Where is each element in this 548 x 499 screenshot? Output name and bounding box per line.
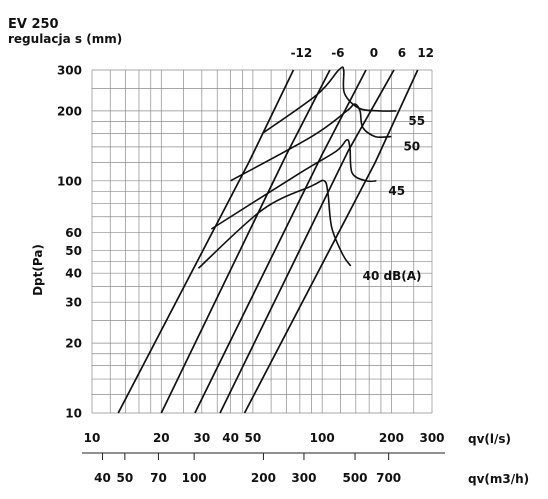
setting-label: 12 <box>417 46 434 60</box>
setting-line <box>194 69 367 414</box>
noise-curve <box>210 139 377 230</box>
setting-label: 0 <box>370 46 378 60</box>
x2-tick-label: 500 <box>342 471 367 485</box>
x2-tick-label: 300 <box>291 471 316 485</box>
y-tick-label: 50 <box>65 244 82 258</box>
x2-tick-label: 200 <box>251 471 276 485</box>
y-tick-label: 20 <box>65 337 82 351</box>
y-tick-label: 100 <box>57 174 82 188</box>
y-axis-label: Dpt(Pa) <box>31 244 45 296</box>
x-tick-label: 20 <box>153 431 170 445</box>
setting-label: -12 <box>291 46 313 60</box>
noise-curve <box>197 179 352 269</box>
setting-label: 6 <box>398 46 406 60</box>
noise-curve-label: 50 <box>403 140 420 154</box>
x-axis-label: qv(l/s) <box>468 432 511 446</box>
y-tick-label: 30 <box>65 296 82 310</box>
y-tick-label: 10 <box>65 407 82 421</box>
noise-curve-label: 55 <box>408 114 425 128</box>
setting-label: -6 <box>331 46 344 60</box>
chart-title: EV 250 <box>8 17 59 32</box>
x-tick-label: 50 <box>245 431 262 445</box>
setting-line <box>219 69 395 414</box>
x-tick-label: 40 <box>222 431 239 445</box>
chart-subtitle: regulacja s (mm) <box>8 32 122 46</box>
y-tick-label: 40 <box>65 267 82 281</box>
x-tick-label: 30 <box>193 431 210 445</box>
x2-tick-label: 70 <box>150 471 167 485</box>
setting-line <box>160 69 331 414</box>
x2-axis-label: qv(m3/h) <box>468 472 529 486</box>
noise-curve-label: 45 <box>388 184 405 198</box>
setting-line <box>243 69 419 414</box>
noise-curve <box>230 103 392 182</box>
y-tick-label: 200 <box>57 104 82 118</box>
noise-curve-label: 40 dB(A) <box>363 269 422 283</box>
x2-tick-label: 40 <box>94 471 111 485</box>
x-tick-label: 200 <box>379 431 404 445</box>
setting-line <box>117 69 295 414</box>
y-tick-label: 300 <box>57 64 82 78</box>
x2-tick-label: 50 <box>116 471 133 485</box>
x-tick-label: 10 <box>84 431 101 445</box>
x-tick-label: 300 <box>419 431 444 445</box>
x2-tick-label: 700 <box>376 471 401 485</box>
y-tick-label: 60 <box>65 226 82 240</box>
x2-tick-label: 100 <box>182 471 207 485</box>
x-tick-label: 100 <box>310 431 335 445</box>
noise-curve <box>261 66 397 135</box>
